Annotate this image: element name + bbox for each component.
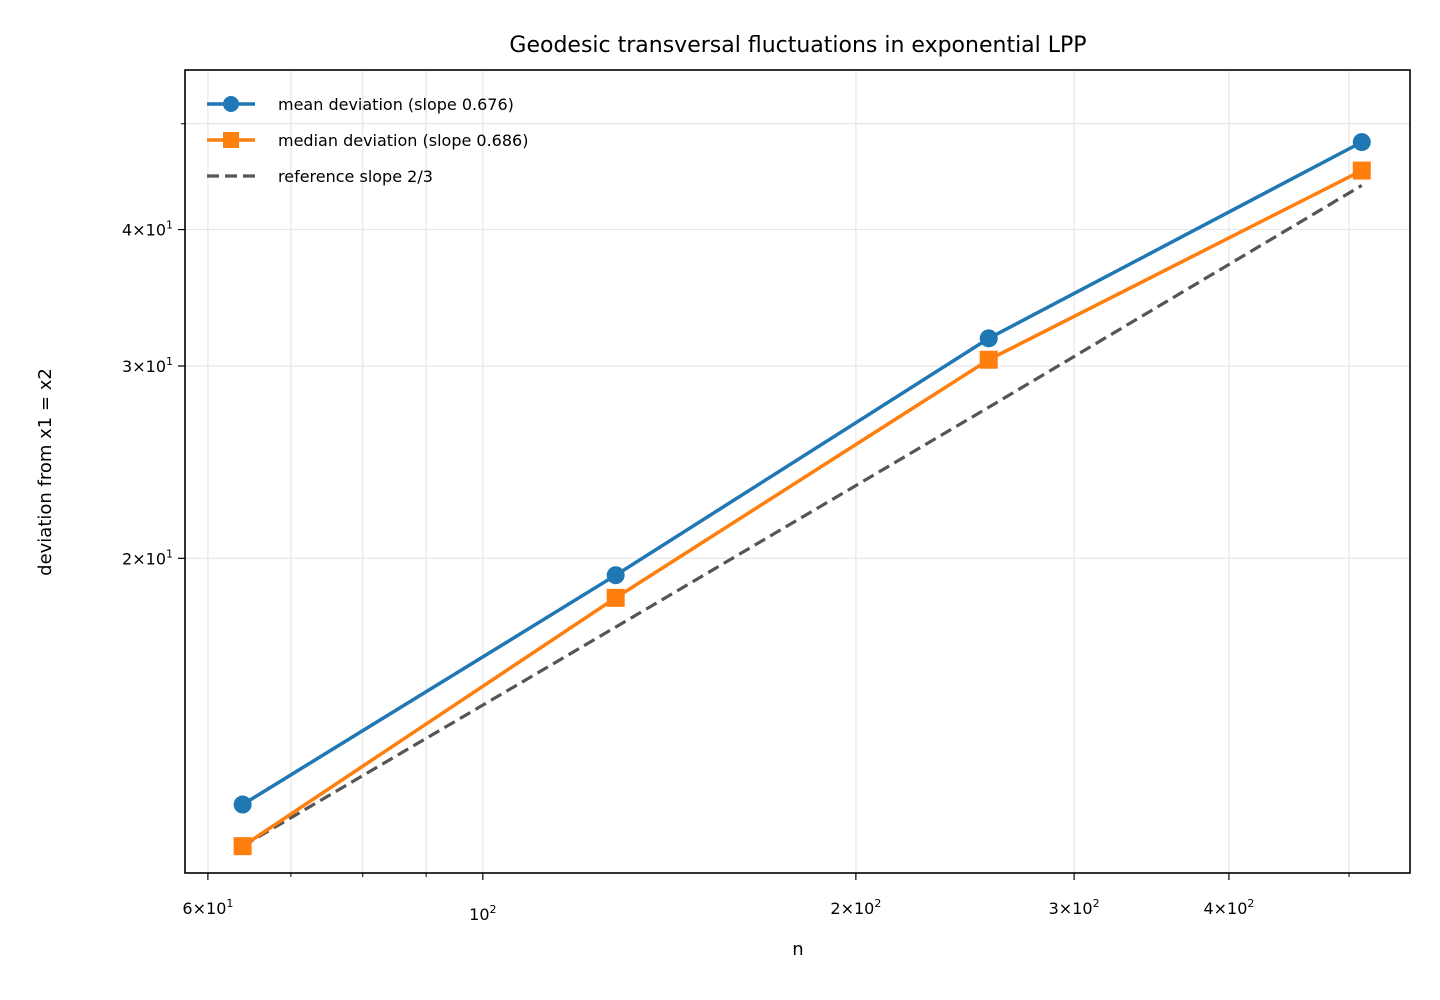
legend-entry: mean deviation (slope 0.676) xyxy=(207,95,514,114)
tick-label: 6×101 xyxy=(182,897,233,918)
x-axis-ticks: 6×101 102 2×102 3×102 4×102 xyxy=(182,873,1350,924)
data-point xyxy=(606,566,625,585)
data-point xyxy=(979,350,998,369)
data-point xyxy=(1352,161,1371,180)
data-point xyxy=(1352,133,1371,152)
data-series xyxy=(233,133,1371,856)
grid-lines xyxy=(185,70,1410,873)
legend-label: median deviation (slope 0.686) xyxy=(278,131,528,150)
y-axis-ticks: 2×101 3×101 4×101 xyxy=(122,123,185,568)
series-line xyxy=(241,184,1363,848)
tick-label: 2×101 xyxy=(122,547,173,568)
data-point xyxy=(979,329,998,348)
data-point xyxy=(606,588,625,607)
y-axis-label: deviation from x1 = x2 xyxy=(35,368,56,576)
tick-label: 4×102 xyxy=(1203,897,1254,918)
tick-label: 3×102 xyxy=(1049,897,1100,918)
legend: mean deviation (slope 0.676) median devia… xyxy=(207,95,528,186)
chart-title: Geodesic transversal fluctuations in exp… xyxy=(509,33,1086,58)
data-point xyxy=(233,795,252,814)
tick-label: 2×102 xyxy=(830,897,881,918)
series-line xyxy=(241,169,1363,848)
tick-label: 102 xyxy=(469,903,496,924)
data-point xyxy=(233,837,252,856)
legend-label: reference slope 2/3 xyxy=(278,167,433,186)
series-line xyxy=(241,140,1363,807)
plot-frame xyxy=(184,69,1411,874)
tick-label: 3×101 xyxy=(122,355,173,376)
legend-entry: median deviation (slope 0.686) xyxy=(207,131,528,150)
legend-entry: reference slope 2/3 xyxy=(207,167,433,186)
legend-label: mean deviation (slope 0.676) xyxy=(278,95,514,114)
x-axis-label: n xyxy=(792,939,803,960)
tick-label: 4×101 xyxy=(122,219,173,240)
